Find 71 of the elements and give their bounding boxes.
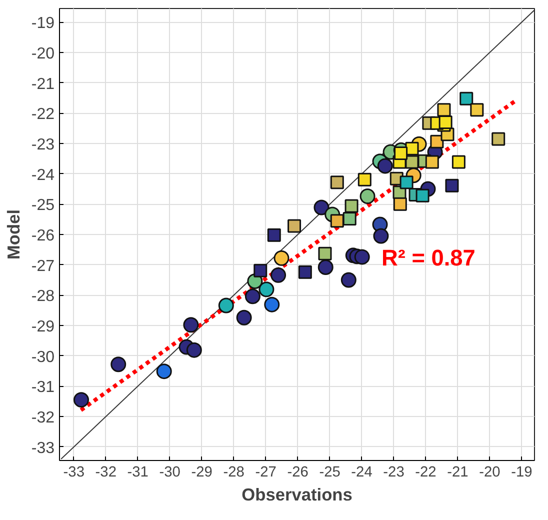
y-tick-label: -25 — [31, 197, 55, 214]
x-axis-title: Observations — [242, 484, 352, 504]
x-tick-label: -25 — [319, 464, 340, 480]
point — [377, 158, 393, 174]
point — [470, 103, 484, 117]
y-tick-label: -21 — [31, 76, 55, 93]
y-tick-label: -22 — [31, 106, 55, 124]
x-tick-label: -33 — [63, 464, 84, 480]
y-tick-label: -33 — [31, 440, 55, 457]
x-tick-label: -21 — [447, 464, 468, 480]
y-tick-label: -32 — [31, 410, 55, 427]
x-tick-label: -22 — [415, 464, 436, 480]
point — [244, 288, 260, 304]
point — [186, 342, 202, 358]
y-tick-label: -30 — [31, 348, 55, 366]
point — [400, 176, 414, 190]
point — [437, 103, 451, 117]
point — [264, 296, 280, 312]
point — [492, 132, 506, 146]
y-tick-label: -19 — [31, 15, 55, 32]
point — [393, 197, 407, 211]
point — [156, 364, 172, 380]
point — [318, 246, 332, 260]
point — [318, 260, 334, 275]
x-tick-label: -30 — [159, 464, 180, 480]
point — [330, 214, 344, 228]
x-tick-label: -32 — [95, 464, 116, 480]
x-tick-label: -23 — [383, 464, 404, 480]
y-tick-label: -26 — [31, 228, 55, 244]
x-tick-label: -29 — [191, 464, 212, 480]
x-tick-label: -27 — [255, 464, 276, 480]
point — [340, 272, 356, 288]
point — [416, 188, 430, 202]
point — [344, 199, 358, 213]
y-axis-title: Model — [3, 209, 24, 260]
point — [258, 282, 274, 298]
point — [358, 172, 372, 186]
point — [183, 317, 199, 333]
point — [236, 310, 252, 326]
x-tick-label: -19 — [511, 464, 532, 480]
point — [270, 267, 286, 283]
point — [342, 212, 356, 226]
y-tick-label: -28 — [31, 288, 55, 306]
x-tick-label: -20 — [479, 464, 500, 480]
x-tick-label: -26 — [287, 464, 308, 480]
point — [74, 392, 89, 408]
point — [330, 176, 344, 190]
point — [288, 219, 302, 233]
point — [425, 155, 439, 169]
point — [460, 92, 474, 106]
point — [218, 298, 234, 314]
y-tick-label: -27 — [31, 258, 55, 275]
point — [452, 155, 466, 169]
point — [373, 228, 389, 244]
point — [438, 116, 452, 130]
y-tick-label: -24 — [31, 166, 55, 184]
x-tick-label: -24 — [351, 464, 372, 480]
point — [394, 146, 408, 160]
point — [354, 249, 370, 265]
point — [110, 356, 126, 372]
point — [360, 188, 376, 204]
x-tick-label: -31 — [127, 464, 148, 480]
point — [274, 250, 290, 266]
y-tick-label: -23 — [31, 136, 55, 154]
annotation: R² = 0.87 — [382, 244, 476, 270]
y-tick-label: -29 — [31, 318, 55, 336]
y-tick-label: -31 — [31, 379, 55, 396]
point — [430, 134, 444, 148]
x-tick-label: -28 — [223, 464, 244, 480]
y-tick-label: -20 — [31, 45, 55, 62]
point — [314, 200, 330, 216]
